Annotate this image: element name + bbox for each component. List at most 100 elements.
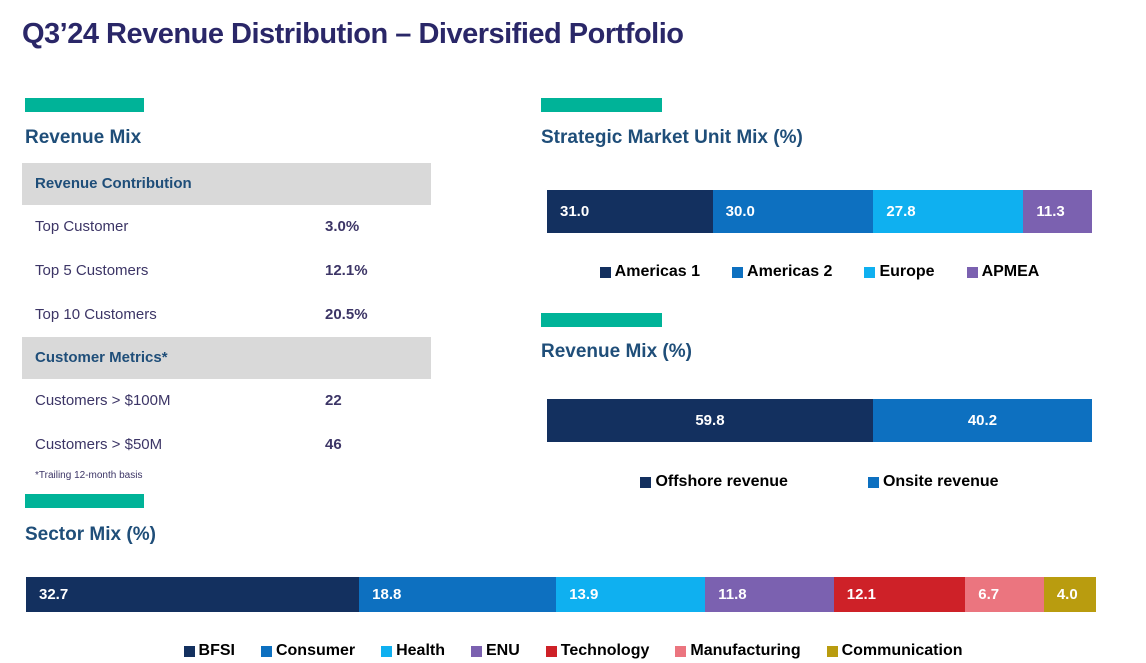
- bar-segment-americas-2: 30.0: [712, 190, 874, 233]
- legend-label: Technology: [560, 642, 650, 659]
- segment-value-label: 4.0: [1056, 586, 1078, 603]
- table-row: Top 10 Customers 20.5%: [22, 293, 431, 337]
- legend-label: Americas 2: [747, 263, 833, 280]
- table-row: Top Customer 3.0%: [22, 205, 431, 249]
- legend-item-enu: ENU: [471, 642, 520, 660]
- bar-segment-americas-1: 31.0: [547, 190, 713, 233]
- row-value: 22: [325, 392, 342, 409]
- table-section-header: Revenue Contribution: [22, 163, 431, 205]
- segment-value-label: 11.8: [718, 586, 747, 603]
- legend-swatch-icon: [260, 645, 272, 657]
- legend-label: Americas 1: [614, 263, 701, 280]
- legend-label: ENU: [486, 642, 520, 659]
- legend-swatch-icon: [471, 645, 482, 657]
- row-label: Customers > $50M: [35, 436, 163, 453]
- legend-label: Onsite revenue: [882, 473, 999, 490]
- row-value: 46: [325, 436, 342, 453]
- legend-item-onsite-revenue: Onsite revenue: [867, 473, 999, 491]
- legend-item-americas-2: Americas 2: [732, 263, 832, 281]
- legend-swatch-icon: [867, 476, 879, 488]
- table-row: Customers > $50M 46: [22, 423, 431, 467]
- row-value: 12.1%: [325, 262, 368, 279]
- section-heading-sector-mix: Sector Mix (%): [25, 524, 156, 545]
- row-value: 20.5%: [325, 306, 368, 323]
- smu-mix-legend: Americas 1 Americas 2 Europe APMEA: [547, 258, 1092, 286]
- sector-mix-stacked-bar: 32.7 18.8 13.9 11.8 12.1 6.7 4.0: [26, 577, 1096, 612]
- revenue-mix-stacked-bar: 59.8 40.2: [547, 399, 1092, 442]
- smu-mix-stacked-bar: 31.0 30.0 27.8 11.3: [547, 190, 1092, 233]
- segment-value-label: 11.3: [1036, 203, 1065, 220]
- legend-item-consumer: Consumer: [260, 642, 356, 660]
- legend-item-bfsi: BFSI: [183, 642, 235, 660]
- legend-item-health: Health: [381, 642, 445, 660]
- bar-segment-enu: 11.8: [705, 577, 834, 612]
- segment-value-label: 59.8: [695, 412, 725, 429]
- legend-item-apmea: APMEA: [966, 263, 1040, 281]
- segment-value-label: 32.7: [39, 586, 69, 603]
- segment-value-label: 18.8: [372, 586, 402, 603]
- section-heading-revenue-mix-chart: Revenue Mix (%): [541, 341, 692, 362]
- segment-value-label: 12.1: [846, 586, 876, 603]
- bar-segment-europe: 27.8: [873, 190, 1024, 233]
- legend-swatch-icon: [732, 266, 744, 278]
- page-title: Q3’24 Revenue Distribution – Diversified…: [22, 18, 684, 50]
- legend-swatch-icon: [864, 266, 876, 278]
- legend-item-communication: Communication: [826, 642, 963, 660]
- legend-label: APMEA: [981, 263, 1040, 280]
- legend-label: Offshore revenue: [655, 473, 788, 490]
- accent-bar: [25, 98, 144, 112]
- legend-item-technology: Technology: [545, 642, 650, 660]
- table-footnote: *Trailing 12-month basis: [35, 470, 143, 481]
- legend-item-europe: Europe: [864, 263, 935, 281]
- table-section-header: Customer Metrics*: [22, 337, 431, 379]
- accent-bar: [541, 313, 662, 327]
- segment-value-label: 30.0: [725, 203, 755, 220]
- legend-label: Health: [396, 642, 445, 659]
- bar-segment-bfsi: 32.7: [26, 577, 360, 612]
- segment-value-label: 6.7: [978, 586, 1000, 603]
- bar-segment-communication: 4.0: [1043, 577, 1096, 612]
- bar-segment-health: 13.9: [556, 577, 706, 612]
- segment-value-label: 13.9: [569, 586, 599, 603]
- row-label: Top Customer: [35, 218, 129, 235]
- legend-swatch-icon: [675, 645, 687, 657]
- bar-segment-consumer: 18.8: [359, 577, 557, 612]
- section-heading-revenue-mix-table: Revenue Mix: [25, 127, 142, 148]
- bar-segment-apmea: 11.3: [1023, 190, 1092, 233]
- revenue-table: Revenue Contribution Top Customer 3.0% T…: [22, 163, 431, 481]
- legend-swatch-icon: [183, 645, 195, 657]
- bar-segment-onsite-revenue: 40.2: [872, 399, 1092, 442]
- legend-swatch-icon: [966, 266, 978, 278]
- legend-swatch-icon: [599, 266, 611, 278]
- legend-item-americas-1: Americas 1: [599, 263, 701, 281]
- sector-mix-legend: BFSI Consumer Health ENU Technology Manufactu…: [0, 637, 1146, 663]
- legend-item-manufacturing: Manufacturing: [675, 642, 801, 660]
- bar-segment-technology: 12.1: [833, 577, 966, 612]
- legend-item-offshore-revenue: Offshore revenue: [640, 473, 788, 491]
- row-label: Top 5 Customers: [35, 262, 149, 279]
- row-label: Customers > $100M: [35, 392, 171, 409]
- table-row: Customers > $100M 22: [22, 379, 431, 423]
- legend-label: BFSI: [198, 642, 235, 659]
- bar-segment-manufacturing: 6.7: [965, 577, 1044, 612]
- section-heading-smu-mix: Strategic Market Unit Mix (%): [541, 127, 803, 148]
- segment-value-label: 27.8: [886, 203, 916, 220]
- legend-label: Manufacturing: [690, 642, 801, 659]
- legend-label: Communication: [841, 642, 963, 659]
- segment-value-label: 40.2: [967, 412, 998, 429]
- accent-bar: [25, 494, 144, 508]
- legend-swatch-icon: [640, 476, 652, 488]
- legend-label: Europe: [879, 263, 935, 280]
- accent-bar: [541, 98, 662, 112]
- legend-swatch-icon: [826, 645, 838, 657]
- legend-label: Consumer: [275, 642, 356, 659]
- legend-swatch-icon: [545, 645, 557, 657]
- revenue-mix-legend: Offshore revenue Onsite revenue: [547, 468, 1092, 496]
- row-label: Top 10 Customers: [35, 306, 157, 323]
- segment-value-label: 31.0: [560, 203, 590, 220]
- table-row: Top 5 Customers 12.1%: [22, 249, 431, 293]
- legend-swatch-icon: [381, 645, 393, 657]
- row-value: 3.0%: [325, 218, 360, 235]
- bar-segment-offshore-revenue: 59.8: [547, 399, 873, 442]
